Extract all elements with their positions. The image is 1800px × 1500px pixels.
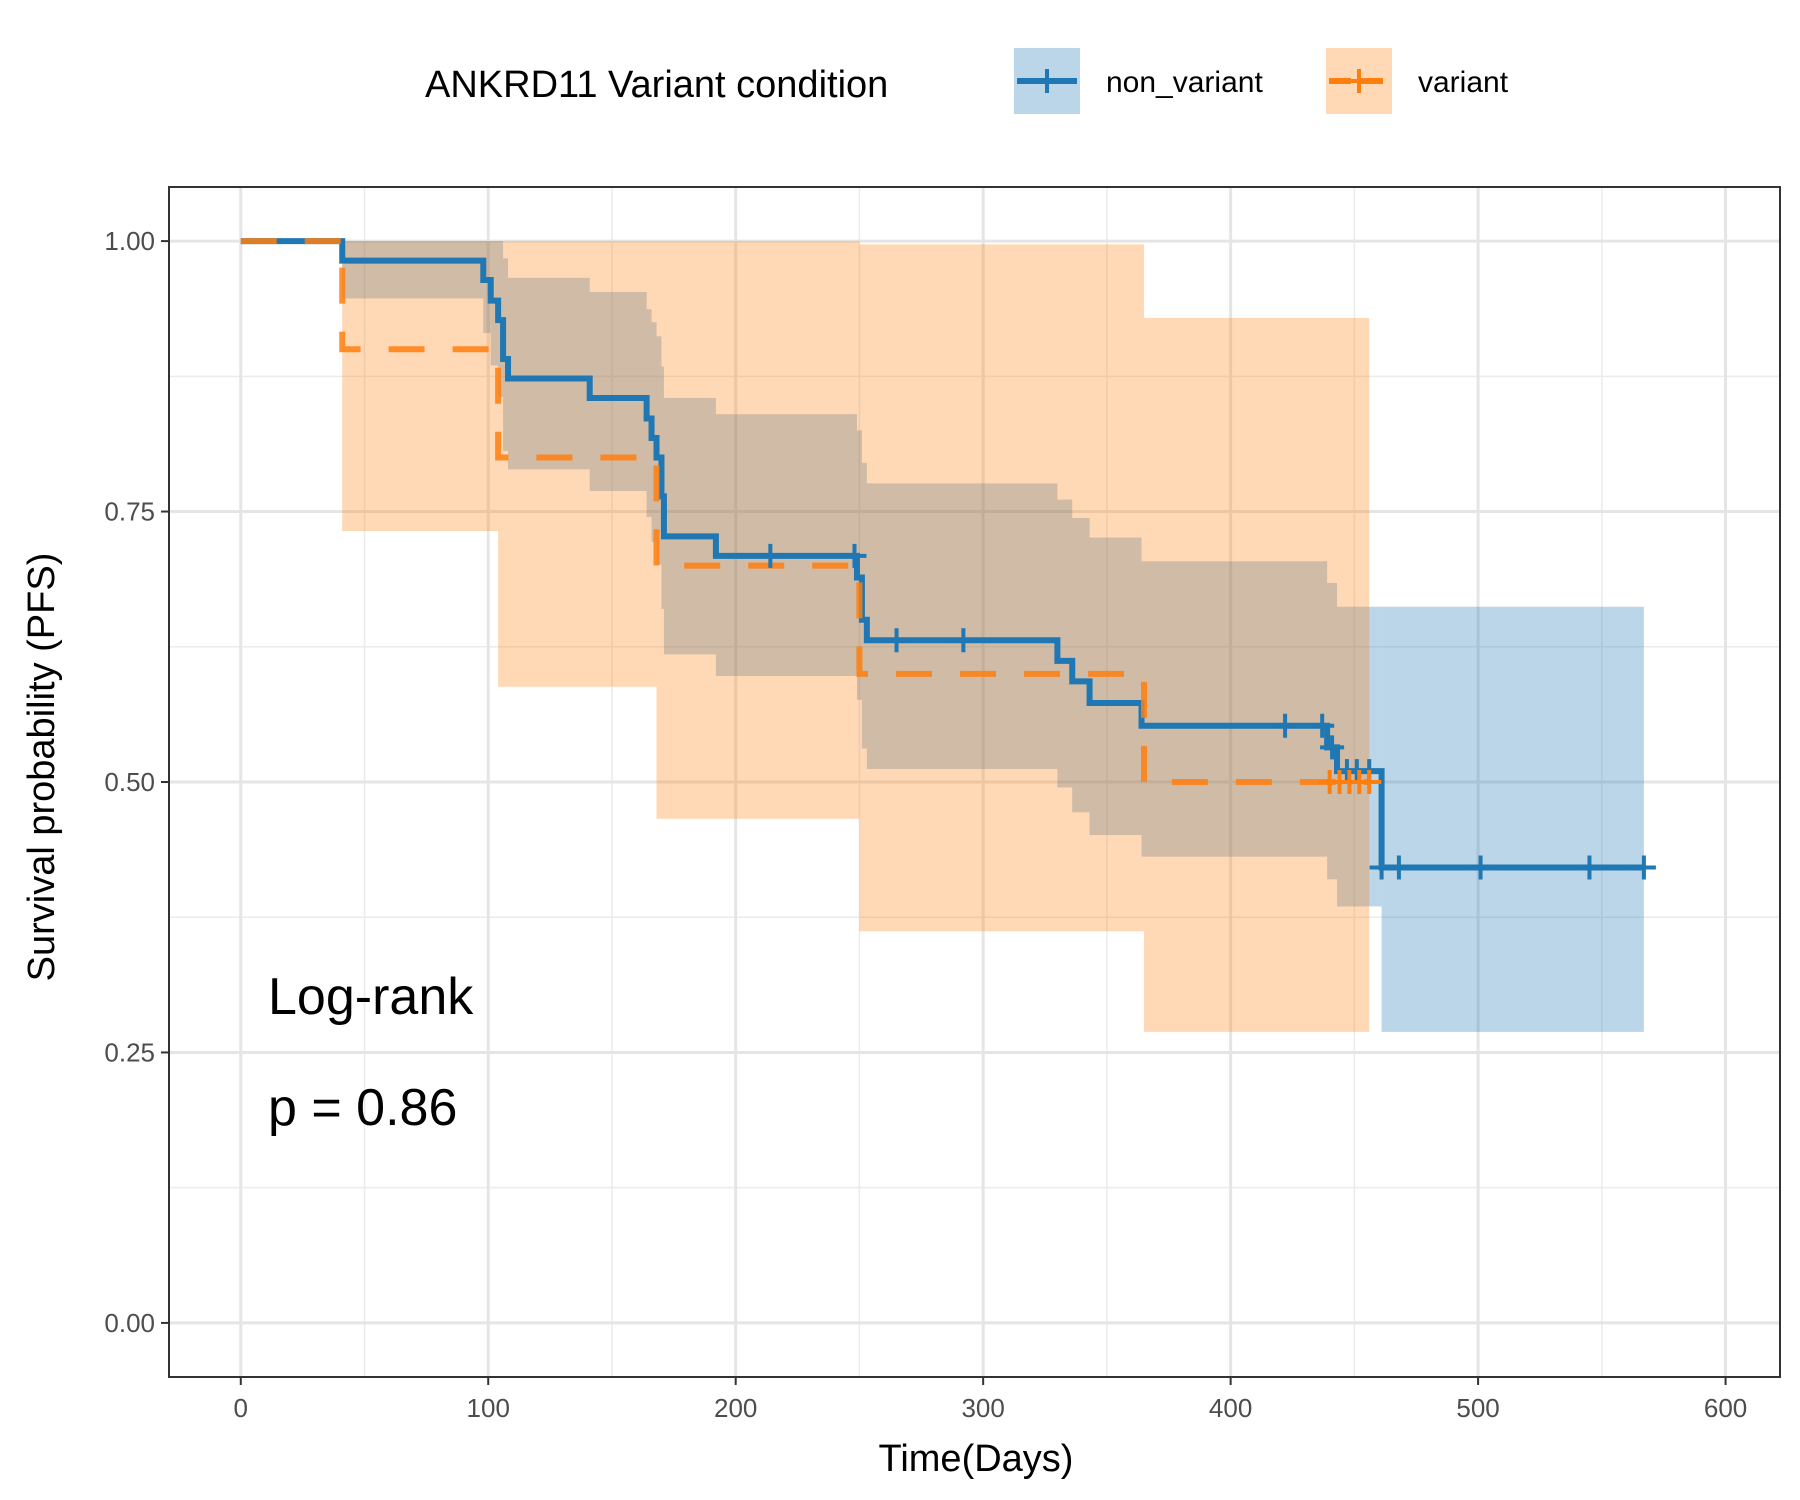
y-tick-label: 1.00 [104,226,155,256]
ci-band-non_variant [1327,582,1338,880]
ci-band-non_variant [483,241,491,334]
legend-item-variant: variant [1326,48,1509,114]
y-tick-label: 0.75 [104,497,155,527]
censor-mark-non_variant [842,543,867,568]
legend-label: non_variant [1106,66,1263,99]
censor-mark-non_variant [1631,855,1656,880]
censor-mark-non_variant [1386,855,1411,880]
ci-band-non_variant [1089,537,1142,836]
x-tick-label: 200 [714,1393,757,1423]
legend-label: variant [1418,66,1509,99]
legend-item-non_variant: non_variant [1014,48,1263,114]
censor-mark-non_variant [951,628,976,653]
ci-band-non_variant [342,241,484,299]
ci-band-non_variant [1381,606,1644,1032]
axes: 0 100 200 300 400 500 600 0.00 0.25 0.50 0.75 1.00 [104,226,1747,1423]
censor-mark-non_variant [1320,735,1345,760]
censor-marks [758,543,1656,880]
ci-band-variant [1144,317,1370,1032]
ci-band-variant [859,244,1145,932]
legend-title: ANKRD11 Variant condition [425,64,888,106]
ci-band-non_variant [1072,518,1090,813]
censor-mark-non_variant [1310,713,1335,738]
legend: ANKRD11 Variant condition non_variant var… [425,48,1509,114]
survival-curves [240,238,1644,871]
p-value-label: p = 0.86 [268,1079,457,1137]
x-tick-label: 100 [467,1393,510,1423]
ci-band-non_variant [715,414,857,676]
censor-mark-non_variant [884,628,909,653]
ci-band-non_variant [663,397,716,655]
y-tick-label: 0.25 [104,1037,155,1067]
grid-major [169,187,1780,1377]
ci-band-non_variant [1141,561,1328,857]
y-tick-label: 0.00 [104,1308,155,1338]
ci-band-non_variant [1057,499,1073,788]
grid-minor [169,187,1780,1377]
x-tick-label: 400 [1209,1393,1252,1423]
y-tick-label: 0.50 [104,767,155,797]
censor-mark-non_variant [1468,855,1493,880]
ci-band-variant [342,241,499,532]
x-tick-label: 300 [961,1393,1004,1423]
ci-band-non_variant [1337,606,1382,907]
x-axis-title: Time(Days) [879,1438,1074,1480]
ci-band-non_variant [508,277,590,470]
y-axis-title: Survival probability (PFS) [21,553,63,982]
plot-panel [168,186,1781,1378]
legend-key-censor [1035,69,1059,93]
legend-key-censor [1347,69,1371,93]
logrank-label: Log-rank [268,968,474,1026]
ci-band-non_variant [866,483,1058,770]
x-tick-label: 0 [234,1393,248,1423]
ci-band-variant [498,241,657,687]
x-tick-label: 600 [1704,1393,1747,1423]
confidence-bands [342,241,1644,1032]
censor-mark-non_variant [758,543,783,568]
censor-mark-non_variant [1577,855,1602,880]
x-tick-label: 500 [1456,1393,1499,1423]
curve-variant [240,238,1370,785]
censor-mark-variant [1357,770,1382,794]
censor-mark-non_variant [1273,713,1298,738]
ci-band-variant [656,241,860,819]
